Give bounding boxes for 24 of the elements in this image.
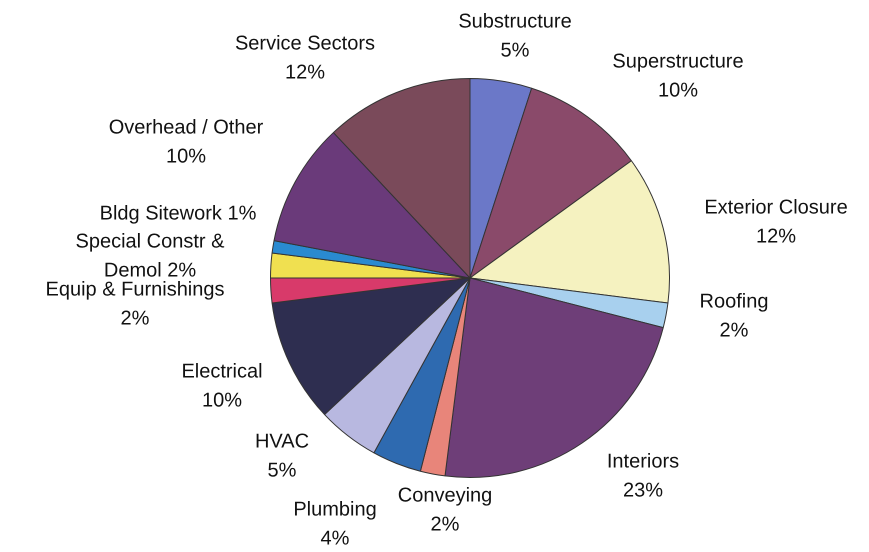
- slice-label: Superstructure: [612, 50, 744, 73]
- slice-label: Bldg Sitework 1%: [100, 202, 257, 225]
- slice-label: Overhead / Other: [108, 116, 264, 139]
- slice-label: Substructure: [458, 10, 572, 33]
- data-label: 2%: [430, 514, 460, 536]
- slice-label: Roofing: [700, 290, 768, 313]
- data-label: 5%: [500, 40, 530, 62]
- data-label: 4%: [320, 528, 350, 550]
- slice-label: HVAC: [254, 430, 310, 453]
- slice-label: Plumbing: [293, 498, 377, 521]
- data-label: 12%: [756, 226, 796, 248]
- slice-label: Interiors: [606, 450, 680, 473]
- data-label: 10%: [658, 80, 698, 102]
- data-label: 2%: [720, 320, 749, 342]
- data-label: 10%: [202, 390, 242, 412]
- slice-label: Exterior Closure: [704, 196, 848, 219]
- data-label: 23%: [622, 480, 664, 502]
- data-label: 10%: [166, 146, 206, 168]
- slice-label: Electrical: [181, 360, 263, 383]
- data-label: 2%: [120, 308, 150, 330]
- slice-label: Conveying: [398, 484, 492, 507]
- data-label: 12%: [284, 62, 326, 84]
- slice-label: Service Sectors: [234, 32, 376, 55]
- data-label: 5%: [268, 460, 297, 482]
